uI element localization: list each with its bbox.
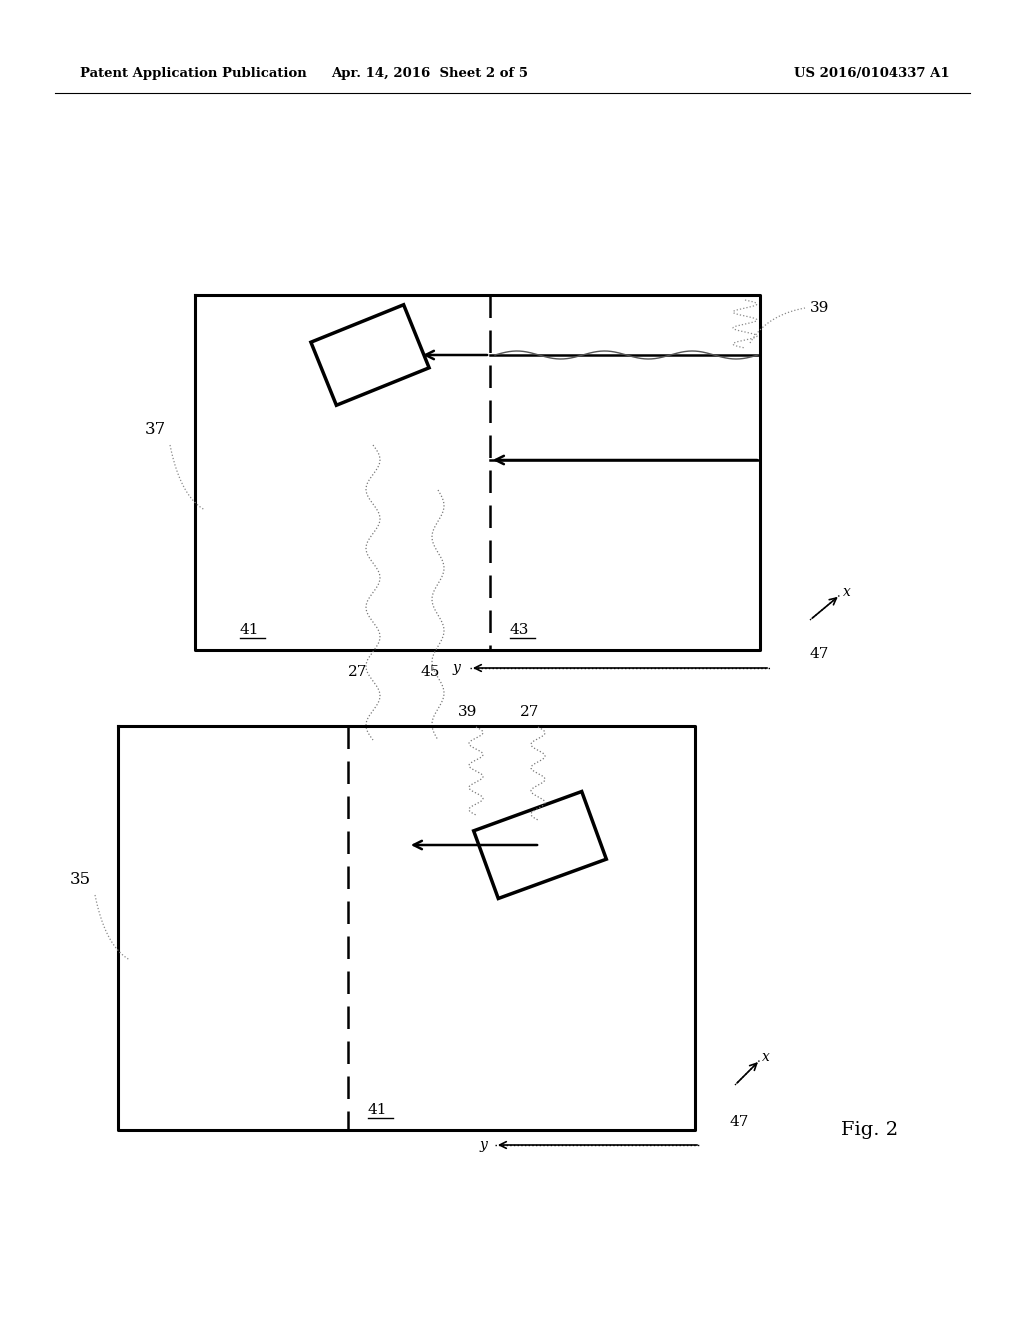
- Text: 47: 47: [810, 647, 829, 661]
- Text: x: x: [762, 1049, 770, 1064]
- Text: 35: 35: [70, 871, 90, 888]
- Text: 41: 41: [240, 623, 259, 638]
- Text: Apr. 14, 2016  Sheet 2 of 5: Apr. 14, 2016 Sheet 2 of 5: [332, 66, 528, 79]
- Text: US 2016/0104337 A1: US 2016/0104337 A1: [795, 66, 950, 79]
- Text: y: y: [453, 661, 460, 675]
- Text: y: y: [479, 1138, 487, 1152]
- Text: Fig. 2: Fig. 2: [842, 1121, 899, 1139]
- Text: 37: 37: [144, 421, 166, 438]
- Text: 41: 41: [368, 1104, 387, 1117]
- Text: 27: 27: [348, 665, 368, 678]
- Text: 47: 47: [730, 1115, 750, 1129]
- Text: Patent Application Publication: Patent Application Publication: [80, 66, 307, 79]
- Text: 39: 39: [459, 705, 477, 719]
- Text: 27: 27: [520, 705, 540, 719]
- Text: 43: 43: [510, 623, 529, 638]
- Text: x: x: [843, 585, 851, 599]
- Text: 39: 39: [810, 301, 829, 315]
- Text: 45: 45: [420, 665, 439, 678]
